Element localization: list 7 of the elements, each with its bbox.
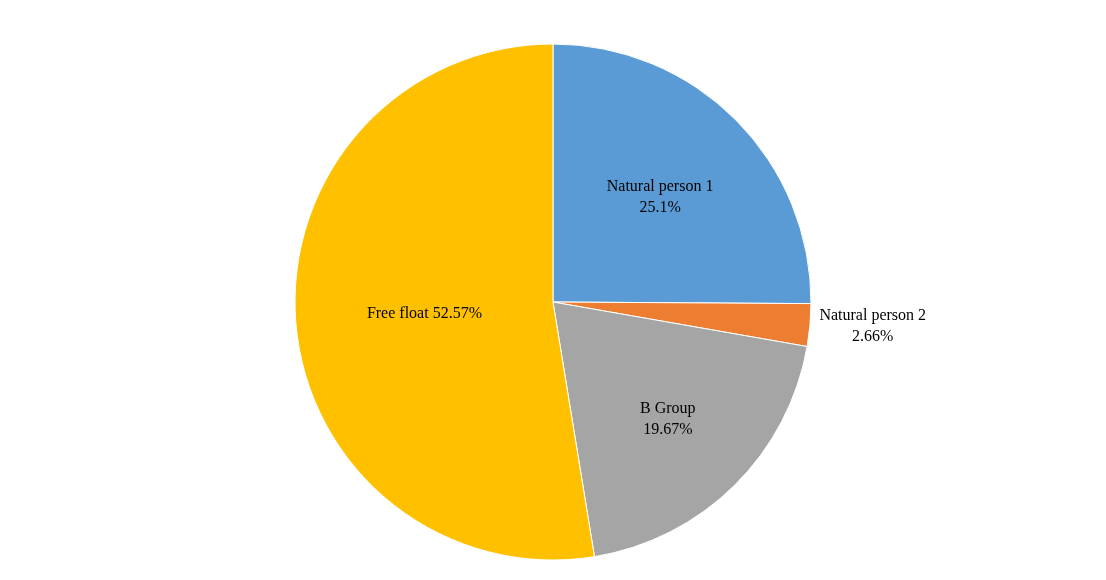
- slice-label: B Group: [640, 399, 696, 418]
- data-label: 25.1%: [639, 197, 681, 215]
- slice-label: Natural person 2: [819, 306, 927, 325]
- data-label: 2.66%: [852, 327, 894, 345]
- slice-label: Free float 52.57%: [366, 303, 482, 321]
- data-label: 19.67%: [643, 420, 693, 438]
- slice-label: Natural person 1: [606, 176, 714, 195]
